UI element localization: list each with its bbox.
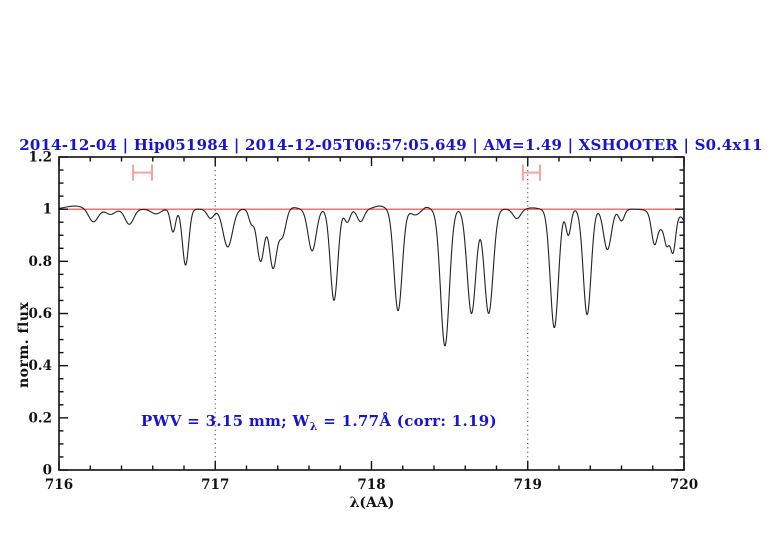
x-tick-label: 716 (45, 477, 73, 493)
pwv-annotation-sub: λ (309, 420, 318, 433)
y-tick-label: 0.4 (29, 358, 53, 374)
y-tick-label: 1.2 (29, 150, 53, 166)
x-axis-label: λ(AA) (349, 495, 395, 511)
x-tick-label: 720 (670, 477, 698, 493)
x-tick-label: 718 (357, 477, 385, 493)
plot-title: 2014-12-04 | Hip051984 | 2014-12-05T06:5… (19, 136, 763, 154)
spectrum-path (58, 205, 685, 347)
y-tick-label: 0.8 (29, 254, 53, 270)
pwv-annotation: PWV = 3.15 mm; Wλ = 1.77Å (corr: 1.19) (141, 412, 497, 433)
y-axis-label: norm. flux (16, 301, 32, 388)
y-tick-label: 0.6 (29, 306, 53, 322)
pwv-annotation-post: = 1.77Å (corr: 1.19) (317, 412, 497, 430)
band-marker (132, 164, 153, 181)
y-tick-label: 0 (43, 463, 52, 479)
x-tick-label: 719 (514, 477, 542, 493)
x-tick-label: 717 (201, 477, 229, 493)
y-tick-label: 0.2 (29, 410, 53, 426)
y-tick-label: 1 (43, 202, 52, 218)
band-marker (521, 164, 541, 181)
pwv-annotation-pre: PWV = 3.15 mm; W (141, 412, 310, 430)
